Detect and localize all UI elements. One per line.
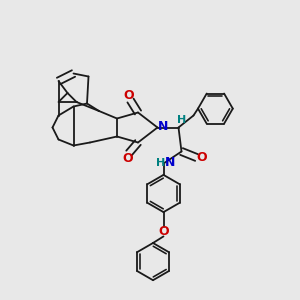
Text: N: N [158, 120, 168, 133]
Text: H: H [156, 158, 165, 168]
Text: O: O [196, 151, 207, 164]
Text: O: O [124, 88, 134, 102]
Text: H: H [178, 115, 187, 125]
Text: N: N [165, 156, 175, 170]
Text: O: O [122, 152, 133, 165]
Text: O: O [158, 225, 169, 238]
